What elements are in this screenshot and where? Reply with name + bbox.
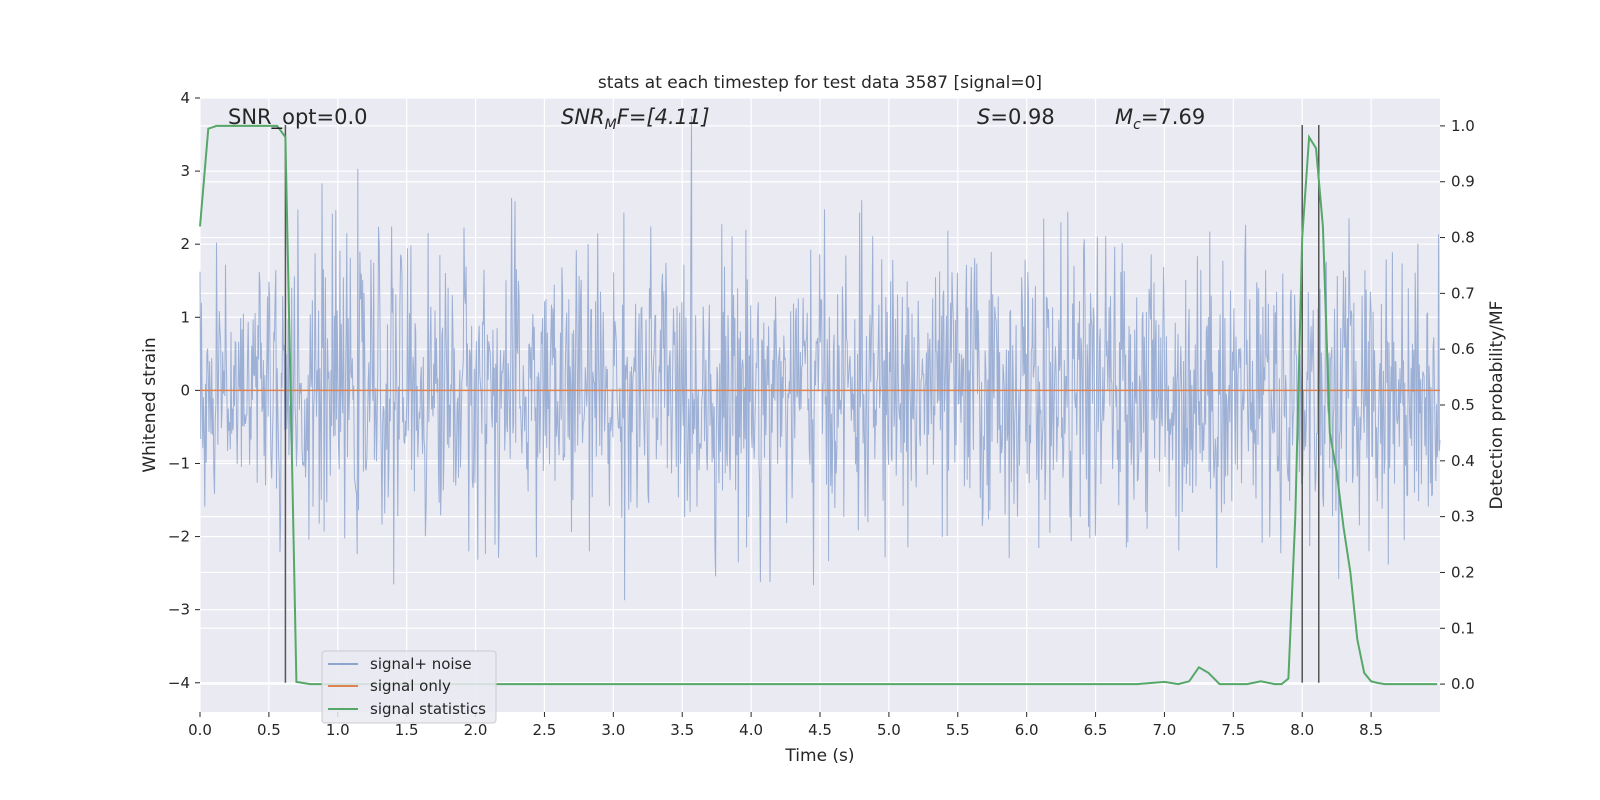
x-tick-label-13: 6.5 <box>1084 721 1108 739</box>
signal-plus-noise-line <box>199 116 1441 601</box>
annotation-snr-mf-sub: M <box>605 117 617 133</box>
legend: signal+ noise signal only signal statist… <box>321 650 497 724</box>
y-tick-label-6: 2 <box>180 235 190 253</box>
y-tick-label-1: −3 <box>168 601 190 619</box>
y-tick-label-8: 4 <box>180 89 190 107</box>
x-tick-label-6: 3.0 <box>601 721 625 739</box>
annotation-mc-value: =7.69 <box>1141 105 1205 129</box>
legend-label-signal-statistics: signal statistics <box>370 700 486 718</box>
grid-lines <box>199 97 1440 712</box>
y-tick-label-2: −2 <box>168 528 190 546</box>
x-tick-label-8: 4.0 <box>739 721 763 739</box>
x-tick-label-2: 1.0 <box>326 721 350 739</box>
x-tick-label-7: 3.5 <box>670 721 694 739</box>
x-tick-label-0: 0.0 <box>188 721 212 739</box>
y2-tick-label-6: 0.6 <box>1451 340 1475 358</box>
annotation-mc-sub: c <box>1133 117 1141 133</box>
y2-tick-label-4: 0.4 <box>1451 452 1475 470</box>
y2-tick-label-3: 0.3 <box>1451 508 1475 526</box>
x-tick-label-12: 6.0 <box>1015 721 1039 739</box>
x-tick-label-5: 2.5 <box>533 721 557 739</box>
y2-tick-label-8: 0.8 <box>1451 229 1475 247</box>
annotation-s-label: S <box>977 105 990 129</box>
y-tick-label-7: 3 <box>180 162 190 180</box>
x-tick-label-17: 8.5 <box>1359 721 1383 739</box>
x-axis-label: Time (s) <box>784 746 854 766</box>
series-signal-statistics <box>199 124 1438 686</box>
y-tick-label-3: −1 <box>168 454 190 472</box>
x-tick-label-3: 1.5 <box>395 721 419 739</box>
y2-tick-label-9: 0.9 <box>1451 173 1475 191</box>
y2-tick-label-2: 0.2 <box>1451 563 1475 581</box>
x-tick-label-1: 0.5 <box>257 721 281 739</box>
annotation-mc-label: M <box>1115 105 1133 129</box>
annotation-mc: Mc=7.69 <box>1115 105 1205 133</box>
annotation-snr-mf-tail: F=[4.11] <box>617 105 710 129</box>
y-axis-label: Whitened strain <box>140 337 160 472</box>
signal-statistics-line <box>199 124 1438 686</box>
annotation-s: S=0.98 <box>977 105 1055 129</box>
y2-axis-label: Detection probability/MF <box>1487 301 1507 510</box>
annotation-snr-mf: SNRMF=[4.11] <box>561 105 710 133</box>
x-tick-label-14: 7.0 <box>1153 721 1177 739</box>
annotation-s-value: =0.98 <box>990 105 1054 129</box>
y-tick-label-4: 0 <box>180 381 190 399</box>
y2-tick-label-10: 1.0 <box>1451 117 1475 135</box>
legend-label-signal-plus-noise: signal+ noise <box>370 655 472 673</box>
series-signal-plus-noise <box>199 116 1441 601</box>
x-tick-label-9: 4.5 <box>808 721 832 739</box>
y2-tick-label-0: 0.0 <box>1451 675 1475 693</box>
x-tick-label-4: 2.0 <box>464 721 488 739</box>
y2-tick-label-7: 0.7 <box>1451 284 1475 302</box>
x-tick-label-15: 7.5 <box>1221 721 1245 739</box>
x-tick-label-16: 8.0 <box>1290 721 1314 739</box>
legend-label-signal-only: signal only <box>370 677 451 695</box>
legend-box <box>321 650 497 724</box>
y-axis-ticks: −4 −3 −2 −1 0 1 2 3 4 <box>168 89 200 692</box>
y2-tick-label-1: 0.1 <box>1451 619 1475 637</box>
vertical-markers <box>284 125 1320 683</box>
y2-axis-ticks: 0.0 0.1 0.2 0.3 0.4 0.5 0.6 0.7 0.8 0.9 1.0 <box>1440 117 1475 693</box>
y-tick-label-5: 1 <box>180 308 190 326</box>
annotation-snr-opt: SNR_opt=0.0 <box>228 105 368 130</box>
y2-tick-label-5: 0.5 <box>1451 396 1475 414</box>
chart-title: stats at each timestep for test data 358… <box>598 73 1042 93</box>
x-axis-ticks: 0.0 0.5 1.0 1.5 2.0 2.5 3.0 3.5 4.0 4.5 5.0 5.5 6.0 6… <box>188 712 1383 739</box>
x-tick-label-11: 5.5 <box>946 721 970 739</box>
x-tick-label-10: 5.0 <box>877 721 901 739</box>
annotation-snr-mf-label: SNR <box>561 105 605 129</box>
y-tick-label-0: −4 <box>168 674 190 692</box>
